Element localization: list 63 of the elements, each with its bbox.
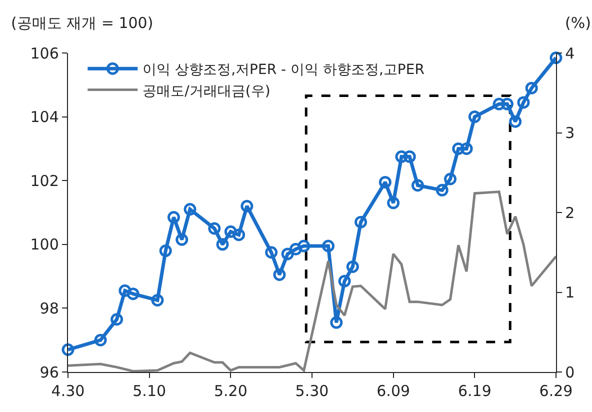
y2-tick-label: 2	[565, 204, 575, 222]
point	[273, 268, 286, 281]
x-tick-label: 5.10	[132, 382, 166, 400]
point	[500, 98, 514, 110]
legend-label: 이익 상향조정,저PER - 이익 하향조정,고PER	[142, 62, 425, 78]
y-tick-label: 100	[30, 236, 59, 254]
x-tick-label: 4.30	[51, 382, 85, 400]
point	[265, 246, 278, 259]
legend-label: 공매도/거래대금(우)	[142, 83, 270, 100]
point	[289, 242, 302, 256]
x-tick-label: 6.29	[539, 382, 573, 400]
x-tick-label: 6.19	[458, 382, 492, 400]
point	[216, 238, 229, 251]
point	[151, 294, 164, 306]
point	[411, 179, 424, 192]
point	[387, 196, 400, 210]
y2-tick-label: 0	[565, 363, 575, 382]
y-tick-label: 96	[40, 363, 59, 382]
point	[346, 260, 359, 273]
point	[322, 240, 335, 252]
point	[159, 244, 172, 258]
y-tick-label: 106	[30, 44, 59, 62]
point	[436, 184, 448, 196]
point	[176, 233, 188, 246]
point	[468, 110, 481, 124]
point	[224, 225, 237, 238]
x-tick-label: 6.09	[376, 382, 410, 400]
y2-tick-label: 4	[565, 44, 575, 62]
y2-tick-label: 3	[565, 124, 575, 142]
point	[550, 52, 562, 64]
y-tick-label: 98	[40, 299, 59, 318]
y-tick-label: 102	[30, 172, 59, 190]
point	[452, 142, 465, 155]
point	[517, 96, 530, 109]
point	[298, 240, 310, 252]
point	[232, 228, 246, 242]
x-tick-label: 5.30	[295, 382, 329, 400]
point	[338, 274, 351, 288]
point	[62, 343, 74, 356]
point	[118, 284, 132, 297]
y2-tick-label: 1	[565, 284, 575, 302]
point	[460, 142, 473, 155]
point	[492, 98, 506, 110]
point	[330, 316, 343, 329]
point	[395, 150, 408, 163]
point	[126, 288, 140, 300]
y-axis-title: (공매도 재개 = 100)	[11, 14, 154, 32]
point	[94, 334, 107, 346]
point	[525, 82, 538, 94]
point	[281, 248, 294, 260]
point	[208, 222, 221, 235]
y2-axis-title: (%)	[565, 14, 591, 32]
point	[444, 172, 457, 186]
x-tick-label: 5.20	[214, 382, 248, 400]
point	[167, 211, 180, 224]
point	[509, 115, 522, 128]
y-tick-label: 104	[30, 108, 59, 126]
point	[184, 203, 196, 216]
point	[354, 216, 368, 228]
point	[240, 200, 254, 212]
point	[110, 313, 124, 326]
point	[378, 176, 392, 188]
point	[403, 150, 416, 163]
